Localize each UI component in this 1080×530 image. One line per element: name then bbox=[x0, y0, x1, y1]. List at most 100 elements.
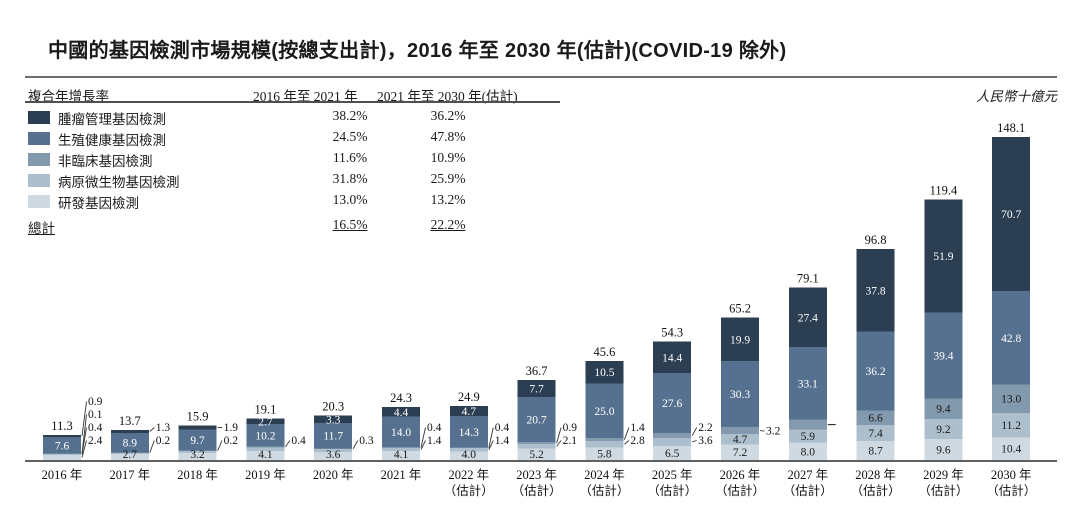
x-axis-year-label: 2023 年 bbox=[516, 468, 557, 482]
segment-value-label: 9.2 bbox=[936, 424, 951, 436]
legend-series-label: 研發基因檢測 bbox=[58, 196, 139, 211]
x-axis-year-label: 2021 年 bbox=[381, 468, 422, 482]
segment-callout-label: 0.3 bbox=[359, 435, 374, 447]
segment-callout-label: 3.2 bbox=[766, 426, 781, 438]
segment-value-label: 7.2 bbox=[733, 447, 748, 459]
legend-row-4: 研發基因檢測 13.0% 13.2% bbox=[28, 191, 548, 212]
segment-value-label: 6.5 bbox=[665, 448, 680, 460]
bar-segment bbox=[43, 453, 81, 455]
segment-value-label: 6.6 bbox=[868, 413, 883, 425]
bar-group-2019年: 19.12.7 10.2 4.1 0.4 2019 年 bbox=[245, 402, 306, 482]
segment-callout-label: 0.1 bbox=[88, 409, 103, 421]
segment-value-label: 27.4 bbox=[798, 312, 818, 324]
x-axis-year-label: 2019 年 bbox=[245, 468, 286, 482]
segment-value-label: 8.7 bbox=[868, 446, 883, 458]
bar-segment bbox=[721, 317, 759, 361]
segment-callout-label: 2.2 bbox=[698, 422, 713, 434]
legend-cagr-2016-2021: 24.5% bbox=[332, 129, 368, 144]
segment-callout-label: 2.1 bbox=[563, 435, 578, 447]
callout-line bbox=[691, 427, 698, 436]
bar-total-label: 20.3 bbox=[322, 400, 344, 414]
segment-value-label: 4.0 bbox=[462, 449, 477, 461]
bar-segment bbox=[517, 396, 556, 443]
legend-cagr-2021-2030: 13.2% bbox=[430, 192, 466, 207]
segment-callout-label: 0.9 bbox=[563, 422, 578, 434]
bar-segment bbox=[449, 405, 488, 417]
legend-cagr-2021-2030: 10.9% bbox=[430, 150, 466, 165]
segment-value-label: 33.1 bbox=[798, 378, 818, 390]
callout-line bbox=[556, 440, 562, 447]
bar-segment bbox=[43, 454, 81, 460]
bar-segment bbox=[992, 291, 1031, 385]
segment-callout-label: 0.2 bbox=[156, 435, 171, 447]
segment-value-label: 14.0 bbox=[391, 427, 411, 439]
segment-value-label: 5.2 bbox=[529, 449, 544, 461]
callout-line bbox=[692, 440, 697, 443]
callout-line bbox=[624, 440, 630, 445]
bar-group-2016年: 11.3 7.6 2.40.40.10.9 2016 年 bbox=[42, 396, 103, 482]
x-axis-year-label: 2029 年 bbox=[923, 468, 964, 482]
segment-value-label: 51.9 bbox=[933, 251, 953, 263]
x-axis-year-label: 2020 年 bbox=[313, 468, 354, 482]
bar-segment bbox=[788, 347, 827, 420]
segment-value-label: 9.4 bbox=[936, 404, 951, 416]
x-axis-estimate-label: （估計） bbox=[783, 483, 833, 498]
segment-value-label: 39.4 bbox=[933, 351, 953, 363]
bar-segment bbox=[110, 454, 149, 460]
bar-group-2028年: 96.8 37.8 36.2 6.6 7.4 8.7 2028 年（估計） bbox=[851, 233, 901, 498]
segment-value-label: 4.7 bbox=[462, 406, 477, 418]
bar-total-label: 65.2 bbox=[729, 302, 751, 316]
bar-segment bbox=[314, 422, 353, 449]
bar-segment bbox=[246, 418, 285, 425]
segment-callout-label: 2.4 bbox=[88, 435, 103, 447]
segment-value-label: 4.1 bbox=[394, 449, 409, 461]
cagr-row-header: 複合年增長率 bbox=[28, 89, 109, 104]
segment-value-label: 10.5 bbox=[594, 367, 614, 379]
bar-segment bbox=[721, 360, 759, 428]
x-axis-estimate-label: （估計） bbox=[715, 483, 765, 498]
x-axis-year-label: 2022 年 bbox=[448, 468, 489, 482]
bar-segment bbox=[653, 433, 692, 438]
bar-group-2030年: 148.1 70.7 42.8 13.0 11.2 10.4 2030 年（估計） bbox=[986, 121, 1036, 498]
callout-line bbox=[420, 440, 426, 450]
segment-value-label: 7.6 bbox=[55, 440, 70, 452]
segment-value-label: 4.1 bbox=[258, 449, 273, 461]
bar-segment bbox=[43, 437, 81, 454]
legend-series-label: 生殖健康基因檢測 bbox=[58, 133, 166, 148]
bar-segment bbox=[856, 424, 895, 442]
segment-value-label: 4.7 bbox=[733, 434, 748, 446]
x-axis-year-label: 2024 年 bbox=[584, 468, 625, 482]
cagr-col-header-2021-2030: 2021 年至 2030 年(估計) bbox=[377, 89, 518, 104]
bar-total-label: 36.7 bbox=[526, 364, 548, 378]
bar-segment bbox=[382, 448, 420, 452]
bar-group-2023年: 36.7 7.7 20.7 5.2 2.10.9 2023 年（估計） bbox=[512, 364, 578, 498]
segment-value-label: 3.3 bbox=[326, 414, 341, 426]
bar-segment bbox=[517, 444, 556, 449]
bar-segment bbox=[382, 447, 420, 449]
bar-total-label: 54.3 bbox=[661, 326, 683, 340]
bar-segment bbox=[721, 427, 759, 435]
callout-line bbox=[488, 427, 494, 448]
bar-segment bbox=[924, 439, 963, 460]
legend-swatch-icon bbox=[28, 174, 50, 187]
bar-segment bbox=[992, 437, 1031, 460]
bar-segment bbox=[110, 452, 149, 455]
x-axis-estimate-label: （估計） bbox=[512, 483, 562, 498]
bar-segment bbox=[856, 331, 895, 411]
segment-value-label: 10.2 bbox=[255, 430, 275, 442]
bar-segment bbox=[314, 448, 353, 450]
x-axis-year-label: 2030 年 bbox=[991, 468, 1032, 482]
segment-callout-label: 0.4 bbox=[88, 422, 103, 434]
bar-total-label: 24.3 bbox=[390, 391, 412, 405]
legend-cagr-2016-2021: 31.8% bbox=[332, 171, 368, 186]
x-axis-estimate-label: （估計） bbox=[851, 483, 901, 498]
cagr-legend-table: 腫瘤管理基因檢測 38.2% 36.2% 生殖健康基因檢測 24.5% 47.8% 非臨床基… bbox=[28, 107, 548, 237]
x-axis-year-label: 2018 年 bbox=[177, 468, 218, 482]
legend-row-0: 腫瘤管理基因檢測 38.2% 36.2% bbox=[28, 107, 548, 128]
bar-segment bbox=[856, 249, 895, 332]
bar-segment bbox=[246, 424, 285, 447]
bar-segment bbox=[856, 441, 895, 460]
cagr-total-value-2016-2021: 16.5% bbox=[332, 217, 368, 232]
